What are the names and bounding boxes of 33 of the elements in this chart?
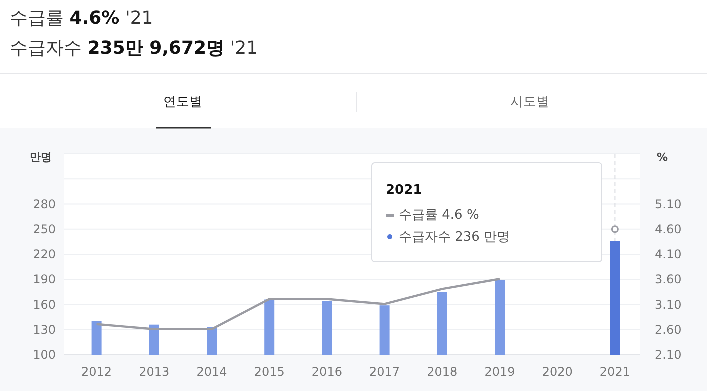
y-tick-label: 250 [33, 222, 56, 236]
y2-tick-label: 5.10 [655, 197, 682, 212]
annotation: 2021 [386, 183, 422, 198]
y2-axis-title: % [657, 151, 668, 164]
chart-subtitle: 수급자수 235만 9,672명 '21 [10, 38, 258, 59]
x-tick-label: 2015 [254, 365, 285, 379]
x-tick-label: 2012 [82, 365, 112, 379]
y-tick-label: 220 [33, 248, 56, 262]
y-tick-label: 160 [33, 298, 56, 312]
x-tick-label: 2021 [600, 365, 630, 379]
x-tick-label: 2019 [484, 365, 516, 379]
y2-tick-label: 3.10 [655, 298, 682, 312]
x-tick-label: 2013 [139, 365, 170, 379]
y2-tick-label: 4.60 [655, 222, 682, 236]
annotation: 수급률 4.6 % [399, 208, 480, 223]
y-tick-label: 280 [33, 197, 56, 212]
y-tick-label: 100 [33, 348, 56, 362]
x-tick-label: 2016 [312, 365, 342, 379]
y-axis-title: 만명 [30, 151, 52, 164]
text: 연도별 [164, 95, 202, 110]
x-tick-label: 2020 [542, 365, 573, 379]
x-tick-label: 2018 [427, 365, 458, 379]
y-tick-label: 130 [33, 322, 56, 337]
x-tick-label: 2014 [196, 365, 228, 379]
y2-tick-label: 4.10 [655, 248, 682, 262]
annotation: 수급자수 236 만명 [399, 230, 510, 245]
y2-tick-label: 2.10 [655, 348, 682, 362]
chart-title: 수급률 4.6% '21 [10, 8, 154, 29]
text: 시도별 [510, 95, 550, 110]
y2-tick-label: 2.60 [655, 322, 682, 337]
x-tick-label: 2017 [370, 365, 400, 379]
y-tick-label: 190 [33, 272, 56, 287]
y2-tick-label: 3.60 [655, 272, 682, 287]
